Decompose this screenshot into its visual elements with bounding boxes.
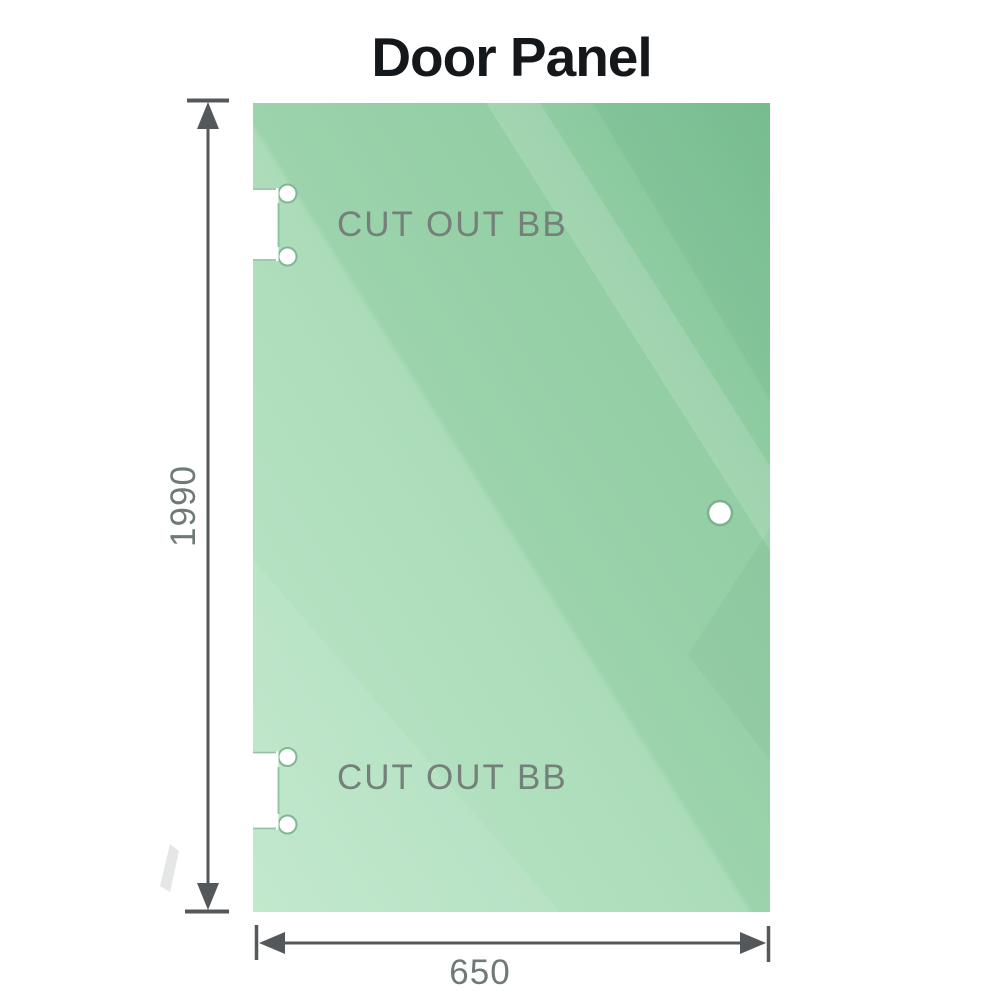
cutout-notch-top-outline (253, 188, 280, 261)
width-dimension-arrow-left-icon (259, 932, 285, 954)
cutout-notch-bottom-outline (253, 751, 280, 830)
reflection-streak-bright (486, 103, 770, 551)
glass-panel (253, 103, 770, 912)
width-dimension-value: 650 (449, 953, 511, 992)
cutout-hole-bottom-upper (277, 747, 298, 767)
height-dimension (185, 98, 229, 914)
height-dimension-arrow-down-icon (197, 883, 219, 910)
cutout-label-top: CUT OUT BB (337, 205, 568, 244)
height-dimension-value: 1990 (164, 465, 203, 547)
hinge-cutout-bottom (249, 747, 298, 835)
handle-hole (706, 499, 734, 527)
height-dimension-arrow-up-icon (197, 102, 219, 129)
cutout-label-bottom: CUT OUT BB (337, 758, 568, 797)
glass-reflection-streaks (253, 103, 770, 912)
reflection-streak-dark-top (593, 103, 770, 400)
page-title: Door Panel (371, 26, 652, 88)
cutout-notch-bottom (249, 751, 279, 830)
cutout-notch-top (249, 188, 279, 261)
cutout-hole-bottom-lower (277, 814, 298, 835)
reflection-streak-dark-right (688, 528, 770, 760)
background-smudge (160, 844, 179, 892)
glass-panel-body (253, 103, 770, 912)
width-dimension-arrow-right-icon (740, 932, 766, 954)
cutout-hole-top-upper (277, 183, 298, 204)
hinge-cutout-top (249, 183, 298, 267)
reflection-streak-light-bottom (253, 560, 560, 912)
cutout-hole-top-lower (277, 246, 298, 267)
width-dimension (254, 925, 771, 962)
